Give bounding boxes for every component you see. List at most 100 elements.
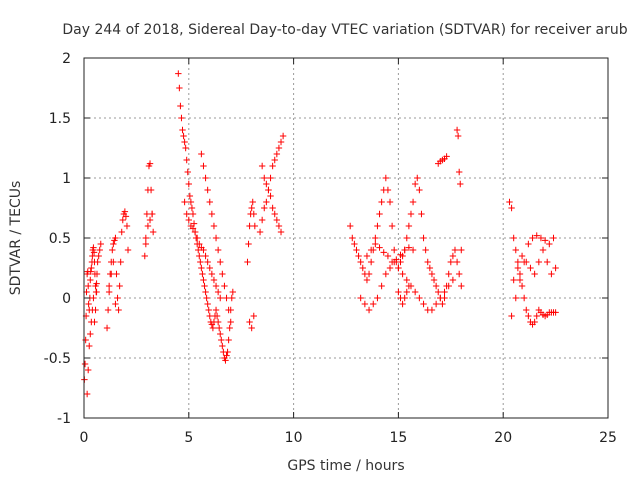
- data-point: [275, 222, 283, 230]
- data-point: [213, 312, 221, 320]
- data-point: [209, 324, 217, 332]
- data-point: [198, 150, 205, 158]
- data-point: [149, 228, 157, 236]
- data-point: [508, 204, 515, 212]
- data-point: [432, 282, 440, 290]
- data-point: [144, 222, 152, 230]
- data-point: [407, 210, 415, 218]
- data-point: [206, 198, 213, 206]
- data-point: [210, 222, 218, 230]
- data-point: [401, 246, 408, 254]
- data-point: [399, 300, 406, 308]
- data-point: [119, 216, 126, 224]
- data-point: [251, 222, 259, 230]
- data-point: [382, 174, 390, 182]
- y-tick-label: -0.5: [44, 351, 71, 367]
- data-point: [87, 268, 94, 275]
- data-point: [393, 256, 400, 263]
- data-point: [428, 306, 436, 314]
- data-point: [90, 249, 98, 256]
- data-point: [197, 258, 204, 266]
- data-point: [273, 216, 281, 224]
- data-point: [184, 168, 191, 176]
- data-point: [279, 132, 287, 140]
- data-point: [212, 282, 220, 290]
- data-point: [214, 318, 222, 326]
- data-point: [535, 258, 543, 266]
- data-point: [454, 132, 462, 140]
- data-point: [267, 174, 274, 182]
- data-point: [193, 234, 201, 242]
- data-point: [403, 234, 410, 242]
- data-point: [261, 204, 268, 212]
- data-point: [200, 276, 207, 284]
- data-point: [384, 252, 392, 260]
- data-point: [123, 222, 131, 230]
- data-point: [552, 264, 559, 272]
- data-point: [516, 276, 524, 284]
- data-point: [85, 300, 92, 308]
- data-point: [346, 222, 354, 230]
- data-point: [110, 258, 117, 266]
- data-point: [115, 306, 122, 314]
- data-point: [95, 252, 102, 260]
- data-point: [458, 282, 465, 290]
- data-point: [357, 294, 364, 302]
- data-point: [92, 306, 99, 314]
- data-point: [432, 300, 440, 308]
- data-point: [525, 240, 532, 248]
- data-point: [258, 162, 266, 170]
- data-point: [203, 294, 210, 302]
- data-point: [96, 246, 103, 254]
- data-point: [249, 198, 256, 206]
- data-point: [550, 234, 557, 242]
- data-point: [411, 180, 419, 188]
- data-point: [512, 246, 519, 254]
- data-point: [202, 174, 209, 182]
- data-point: [449, 252, 457, 260]
- data-point: [118, 228, 125, 236]
- data-point: [533, 232, 540, 239]
- data-point: [533, 312, 540, 320]
- data-point: [397, 258, 404, 266]
- data-point: [391, 246, 398, 254]
- data-point: [217, 258, 224, 266]
- data-point: [359, 264, 366, 272]
- data-point: [365, 270, 373, 278]
- data-point: [105, 282, 113, 290]
- data-point: [367, 246, 375, 254]
- data-point: [221, 282, 228, 290]
- data-point: [552, 309, 559, 316]
- data-point: [441, 288, 448, 296]
- data-point: [204, 186, 211, 194]
- data-point: [224, 348, 231, 356]
- data-point: [82, 336, 89, 344]
- data-point: [405, 282, 413, 290]
- data-point: [181, 198, 188, 206]
- data-point: [225, 306, 232, 314]
- data-point: [84, 366, 92, 374]
- y-axis-label: SDTVAR / TECUs: [8, 181, 24, 296]
- y-tick-label: -1: [57, 411, 71, 427]
- data-point: [93, 288, 100, 296]
- data-point: [271, 210, 278, 218]
- data-point: [382, 270, 390, 278]
- data-point: [214, 288, 222, 296]
- data-point: [109, 246, 116, 254]
- data-point: [457, 180, 464, 188]
- data-point: [416, 186, 423, 194]
- data-point: [226, 324, 233, 332]
- axis-ticks: 0 5 10 15 20 25 -1 -0.5 0 0.5 1 1.5 2: [44, 51, 617, 446]
- data-point: [420, 234, 427, 242]
- data-point: [411, 288, 419, 296]
- data-point: [397, 251, 404, 258]
- data-point: [374, 294, 381, 302]
- x-tick-label: 15: [389, 430, 407, 446]
- data-point: [219, 342, 226, 350]
- data-point: [86, 342, 93, 350]
- data-point: [97, 240, 104, 248]
- data-point: [223, 294, 230, 302]
- data-point: [83, 390, 91, 398]
- data-point: [418, 210, 425, 218]
